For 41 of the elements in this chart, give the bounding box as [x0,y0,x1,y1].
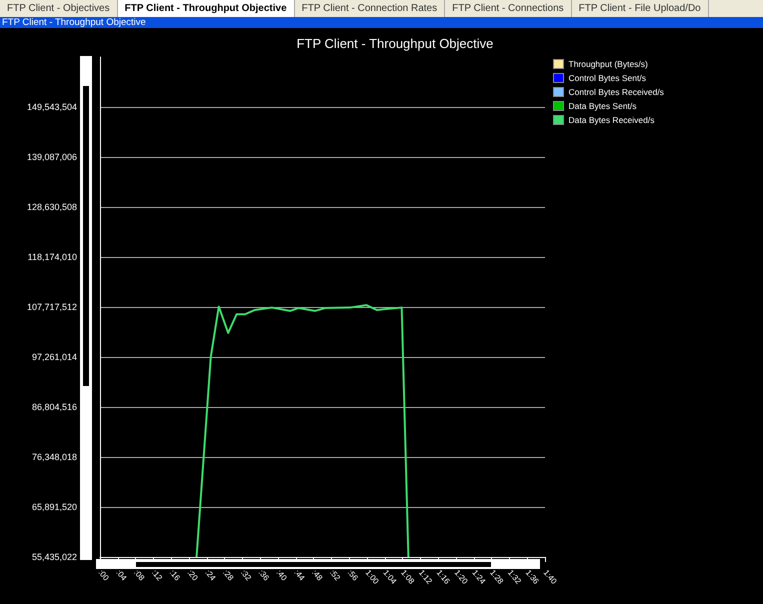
chart-title: FTP Client - Throughput Objective [296,36,494,51]
x-tick-label: 1:20 [452,568,470,586]
legend-label: Control Bytes Sent/s [568,73,646,83]
y-tick-label: 149,543,504 [26,102,77,112]
y-tick-label: 139,087,006 [26,152,77,162]
x-tick-label: :56 [346,568,360,583]
x-tick-label: :44 [292,568,307,583]
text: FTP Client - Connection Rates [294,0,446,17]
x-tick-label: :20 [186,568,200,583]
text: FTP Client - Objectives [0,0,118,17]
x-tick-label: :32 [238,568,254,583]
y-tick-label: 97,261,014 [32,352,77,362]
legend-label: Data Bytes Sent/s [568,101,637,111]
x-tick-label: :16 [168,568,182,583]
y-tick-label: 107,717,512 [26,302,77,312]
x-tick-label: 1:40 [542,568,559,586]
legend-label: Throughput (Bytes/s) [568,59,648,69]
x-tick-label: :12 [150,568,164,583]
text: FTP Client - Throughput Objective [0,17,763,28]
legend-label: Data Bytes Received/s [568,115,654,125]
x-tick-label: :04 [114,568,129,583]
x-tick-label: 1:00 [364,568,381,586]
text: FTP Client - Connections [445,0,572,17]
x-tick-label: :40 [274,568,289,583]
text: FTP Client - Throughput Objective [118,0,295,17]
y-tick-label: 86,804,516 [32,402,77,412]
y-tick-label: 128,630,508 [26,202,77,212]
x-tick-label: :08 [132,568,147,583]
y-tick-label: 55,435,022 [32,552,77,562]
x-tick-label: :52 [328,568,342,583]
y-tick-label: 118,174,010 [28,252,77,262]
text: FTP Client - File Upload/Do [572,0,709,17]
x-tick-label: :00 [96,568,111,583]
x-tick-label: :36 [256,568,272,583]
y-tick-label: 76,348,018 [32,452,77,462]
y-tick-label: 65,891,520 [32,502,77,512]
legend-label: Control Bytes Received/s [568,87,664,97]
line-series [196,304,410,558]
x-tick-label: :24 [203,568,218,583]
x-tick-label: :48 [310,568,325,583]
x-tick-label: :28 [221,568,236,583]
